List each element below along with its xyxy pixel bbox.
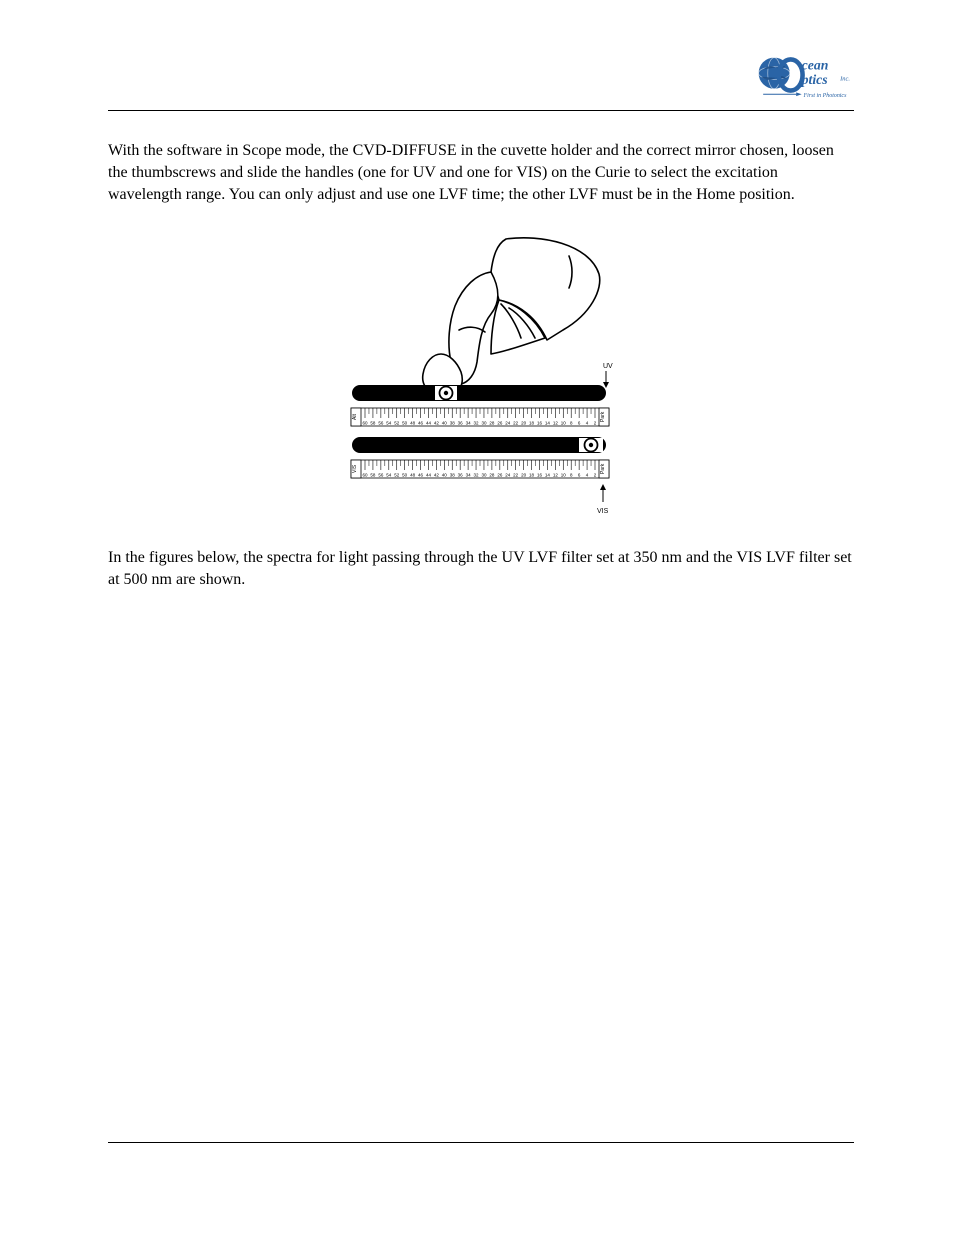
svg-text:26: 26 <box>497 473 503 478</box>
footer-rule <box>108 1142 854 1143</box>
svg-text:32: 32 <box>474 421 480 426</box>
svg-text:46: 46 <box>418 421 424 426</box>
svg-text:48: 48 <box>410 421 416 426</box>
svg-text:18: 18 <box>529 473 535 478</box>
svg-text:54: 54 <box>386 421 392 426</box>
svg-text:32: 32 <box>474 473 480 478</box>
fig-ruler2-left: VIS <box>352 465 358 474</box>
svg-text:26: 26 <box>497 421 503 426</box>
fig-vis-slider <box>353 438 605 452</box>
svg-text:52: 52 <box>394 473 400 478</box>
svg-text:28: 28 <box>489 421 495 426</box>
svg-text:24: 24 <box>505 421 511 426</box>
fig-ruler1-right: Park <box>600 411 606 422</box>
svg-text:34: 34 <box>466 473 472 478</box>
header: cean ptics Inc. First in Photonics <box>108 55 854 110</box>
svg-text:30: 30 <box>481 421 487 426</box>
svg-text:14: 14 <box>545 421 551 426</box>
fig-ruler-vis: VIS Park 6058565452504846444240383634323… <box>351 460 609 478</box>
svg-text:10: 10 <box>561 421 567 426</box>
svg-text:40: 40 <box>442 421 448 426</box>
svg-text:18: 18 <box>529 421 535 426</box>
svg-text:40: 40 <box>442 473 448 478</box>
svg-text:16: 16 <box>537 421 543 426</box>
fig-ruler1-left: Alt <box>352 414 358 420</box>
svg-text:22: 22 <box>513 421 519 426</box>
svg-text:46: 46 <box>418 473 424 478</box>
svg-text:50: 50 <box>402 473 408 478</box>
svg-text:20: 20 <box>521 421 527 426</box>
svg-text:56: 56 <box>378 473 384 478</box>
figure-lvf-adjust: UV <box>341 234 621 529</box>
svg-text:28: 28 <box>489 473 495 478</box>
fig-vis-label: VIS <box>597 508 609 515</box>
svg-text:38: 38 <box>450 473 456 478</box>
paragraph-2: In the figures below, the spectra for li… <box>108 547 854 591</box>
svg-text:30: 30 <box>481 473 487 478</box>
svg-text:24: 24 <box>505 473 511 478</box>
logo-line1: cean <box>802 58 829 73</box>
svg-text:58: 58 <box>370 421 376 426</box>
svg-text:48: 48 <box>410 473 416 478</box>
svg-text:20: 20 <box>521 473 527 478</box>
svg-text:50: 50 <box>402 421 408 426</box>
svg-text:36: 36 <box>458 473 464 478</box>
svg-text:16: 16 <box>537 473 543 478</box>
svg-text:36: 36 <box>458 421 464 426</box>
logo-suffix: Inc. <box>839 76 850 83</box>
svg-text:52: 52 <box>394 421 400 426</box>
fig-ruler2-right: Park <box>600 463 606 474</box>
svg-text:42: 42 <box>434 473 440 478</box>
svg-text:12: 12 <box>553 421 559 426</box>
content: With the software in Scope mode, the CVD… <box>108 140 854 591</box>
logo-line2: ptics <box>801 72 828 87</box>
svg-text:54: 54 <box>386 473 392 478</box>
paragraph-1: With the software in Scope mode, the CVD… <box>108 140 854 206</box>
header-rule <box>108 110 854 111</box>
svg-text:12: 12 <box>553 473 559 478</box>
logo-tagline: First in Photonics <box>803 93 848 99</box>
fig-uv-label: UV <box>603 363 613 370</box>
svg-text:60: 60 <box>362 421 368 426</box>
para1-home: Home <box>696 186 735 203</box>
svg-text:56: 56 <box>378 421 384 426</box>
svg-text:42: 42 <box>434 421 440 426</box>
figure-wrap: UV <box>108 234 854 529</box>
svg-text:14: 14 <box>545 473 551 478</box>
para1-text-b: position. <box>735 186 795 203</box>
fig-ruler-uv: Alt Park 6058565452504846444240383634323… <box>351 408 609 426</box>
svg-text:22: 22 <box>513 473 519 478</box>
svg-text:60: 60 <box>362 473 368 478</box>
svg-text:44: 44 <box>426 473 432 478</box>
logo: cean ptics Inc. First in Photonics <box>754 53 864 108</box>
page: cean ptics Inc. First in Photonics With … <box>0 0 954 1235</box>
svg-text:34: 34 <box>466 421 472 426</box>
fig-uv-slider <box>353 386 605 400</box>
svg-text:38: 38 <box>450 421 456 426</box>
svg-text:44: 44 <box>426 421 432 426</box>
svg-text:10: 10 <box>561 473 567 478</box>
svg-text:58: 58 <box>370 473 376 478</box>
